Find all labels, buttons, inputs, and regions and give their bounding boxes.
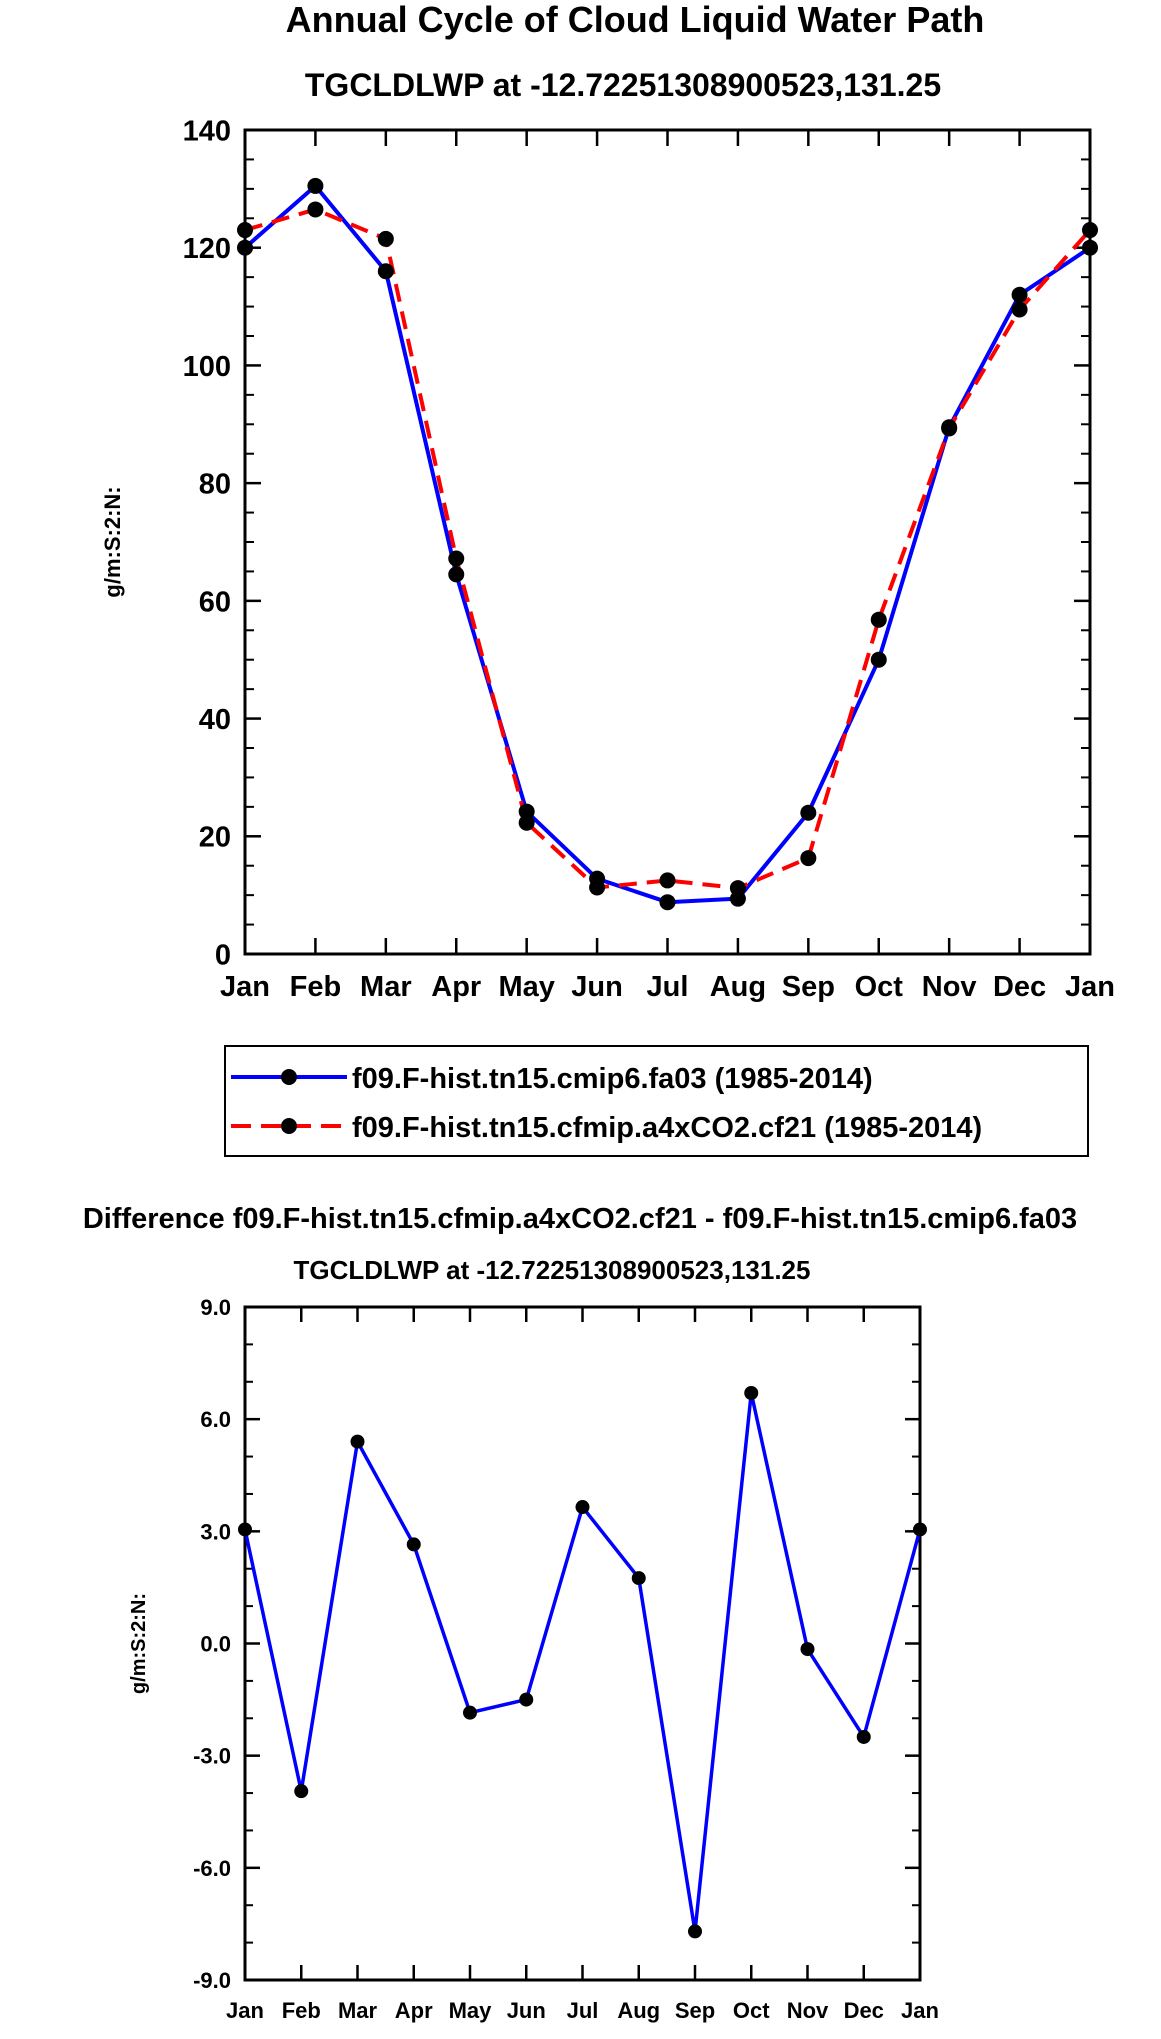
chart2-series-1-point	[406, 1537, 421, 1552]
chart2-ytick-label: 6.0	[200, 1407, 231, 1432]
chart1-series-1-point	[518, 803, 535, 820]
chart1-xtick-label: Apr	[431, 971, 481, 1003]
chart1-xtick-label: May	[498, 971, 554, 1003]
chart1-ytick-label: 80	[199, 469, 231, 501]
chart1-series-1-point	[307, 177, 324, 194]
chart1-series-1-point	[1011, 286, 1028, 303]
legend-box	[224, 1045, 1089, 1157]
chart1-series-1-point	[1082, 239, 1098, 256]
chart1-ylabel: g/m:S:2:N:	[100, 486, 125, 597]
chart2-ytick-label: 0.0	[200, 1631, 231, 1656]
legend-marker-series-1	[281, 1069, 297, 1085]
chart1-series-1-point	[870, 651, 887, 668]
chart1-xtick-label: Sep	[782, 971, 835, 1003]
chart1-series-1-point	[377, 263, 394, 280]
chart1-series-2-point	[518, 814, 535, 831]
chart2-series-1-point	[800, 1642, 815, 1657]
chart1-series-2-point	[237, 222, 253, 239]
chart1-ytick-label: 20	[199, 822, 231, 854]
chart2-xtick-label: Jan	[226, 1998, 264, 2023]
chart2-series-1-point	[463, 1705, 477, 1720]
chart2-series-1-point	[744, 1385, 759, 1400]
chart2-plot: -9.0 -6.0 -3.0 0.0 3.0 6.0 9.0 Jan Feb Mar Apr May J…	[128, 1295, 939, 2023]
legend-label-series-1: f09.F-hist.tn15.cmip6.fa03 (1985-2014)	[352, 1063, 873, 1095]
chart1-ytick-label: 100	[183, 351, 231, 383]
chart1-series-1-point	[800, 804, 817, 821]
legend-marker-series-2	[281, 1118, 297, 1134]
chart2-series-1-point	[575, 1500, 590, 1515]
chart2-series-1-point	[238, 1522, 252, 1537]
chart2-xtick-label: Jan	[901, 1998, 939, 2023]
chart1-ytick-label: 120	[183, 233, 231, 265]
chart2-series-1-point	[294, 1784, 309, 1799]
chart1-ytick-label: 140	[183, 115, 231, 147]
chart2-series-1-point	[688, 1924, 702, 1939]
chart2-xtick-label: Aug	[617, 1998, 660, 2023]
chart2-series-1-point	[350, 1434, 365, 1449]
chart1-series-2-point	[941, 420, 958, 437]
chart1-series-2-point	[870, 611, 887, 628]
chart1-ytick-label: 60	[199, 586, 231, 618]
chart2-xtick-label: May	[449, 1998, 493, 2023]
chart1-plot: 0 20 40 60 80 100 120 140 Jan Feb Mar Apr May Jun Jul A…	[100, 115, 1115, 1003]
chart2-ytick-label: -3.0	[193, 1744, 231, 1769]
chart2-xtick-label: Nov	[787, 1998, 829, 2023]
chart1-series-2-point	[800, 850, 817, 867]
chart1-xtick-label: Jan	[220, 971, 270, 1003]
chart1-xtick-label: Nov	[922, 971, 977, 1003]
chart2-series-1-point	[856, 1729, 871, 1744]
chart2-series-1-point	[519, 1692, 534, 1707]
chart2-xtick-label: Feb	[282, 1998, 321, 2023]
chart1-legend: f09.F-hist.tn15.cmip6.fa03 (1985-2014) f…	[224, 1045, 1089, 1157]
chart1-xtick-label: Jan	[1065, 971, 1115, 1003]
chart1-xtick-label: Jun	[571, 971, 623, 1003]
chart1-series-2-point	[1011, 301, 1028, 318]
chart1-series-1-line	[243, 183, 1092, 905]
chart2-xtick-label: Jul	[567, 1998, 599, 2023]
chart2-ytick-label: 3.0	[200, 1519, 231, 1544]
chart2-xtick-label: Sep	[675, 1998, 715, 2023]
chart1-series-2-point	[1082, 222, 1098, 239]
chart2-xtick-label: Mar	[338, 1998, 378, 2023]
legend-label-series-2: f09.F-hist.tn15.cfmip.a4xCO2.cf21 (1985-…	[352, 1112, 982, 1144]
chart2-series-1-point	[913, 1522, 927, 1537]
chart1-xtick-label: Mar	[360, 971, 412, 1003]
chart2-xtick-label: Apr	[395, 1998, 433, 2023]
chart2-subtitle: TGCLDLWP at -12.72251308900523,131.25	[294, 1255, 811, 1285]
chart1-xtick-label: Dec	[993, 971, 1046, 1003]
chart2-xtick-label: Dec	[844, 1998, 884, 2023]
chart2-title: Difference f09.F-hist.tn15.cfmip.a4xCO2.…	[83, 1203, 1077, 1235]
chart1-xtick-label: Jul	[647, 971, 689, 1003]
chart1-series-2-point	[307, 201, 324, 218]
chart1-series-2-point	[377, 230, 394, 247]
chart2-series-1-point	[631, 1571, 646, 1586]
chart2-xtick-label: Jun	[507, 1998, 546, 2023]
chart2-frame	[243, 1305, 922, 1982]
chart1-series-2-point	[448, 550, 465, 567]
chart1-xtick-label: Feb	[290, 971, 342, 1003]
chart1-xtick-label: Oct	[855, 971, 904, 1003]
chart1-series-1-point	[448, 566, 465, 583]
chart1-series-2-point	[589, 879, 606, 896]
chart2-ytick-label: -6.0	[193, 1856, 231, 1881]
chart1-ytick-label: 40	[199, 704, 231, 736]
chart2-ytick-label: -9.0	[193, 1968, 231, 1993]
chart1-subtitle: TGCLDLWP at -12.72251308900523,131.25	[305, 67, 941, 103]
chart2-xtick-label: Oct	[733, 1998, 770, 2023]
chart1-xtick-label: Aug	[710, 971, 766, 1003]
chart2-ytick-label: 9.0	[200, 1295, 231, 1320]
chart2-series-1-line	[243, 1391, 922, 1934]
chart1-series-1-point	[237, 239, 253, 256]
chart1-series-2-point	[729, 880, 746, 897]
chart2-ylabel: g/m:S:2:N:	[128, 1593, 150, 1694]
chart1-title: Annual Cycle of Cloud Liquid Water Path	[286, 0, 985, 40]
chart1-series-2-point	[659, 872, 676, 889]
chart1-ytick-label: 0	[215, 939, 231, 971]
chart1-series-1-point	[659, 894, 676, 911]
chart1-series-2-line	[244, 207, 1092, 891]
